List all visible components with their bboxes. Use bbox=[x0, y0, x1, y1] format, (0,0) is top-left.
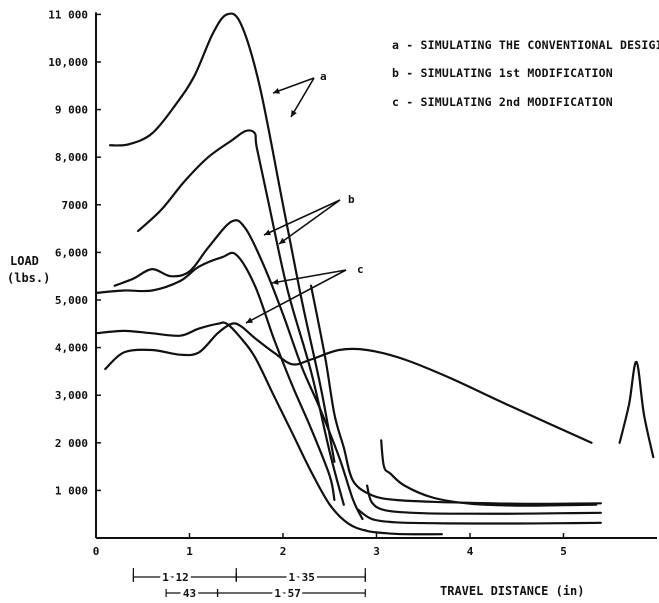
curve-label-a: a bbox=[320, 70, 327, 83]
leader-arrowhead bbox=[272, 278, 279, 285]
leader-line bbox=[271, 269, 347, 284]
leader-line bbox=[245, 269, 347, 324]
series-line-spike bbox=[618, 360, 655, 459]
y-tick-label: 9 000 bbox=[55, 104, 88, 117]
y-tick-label: 7000 bbox=[62, 199, 89, 212]
chart-leaders bbox=[245, 77, 347, 324]
y-tick-label: 10,000 bbox=[48, 56, 88, 69]
curve-label-c: c bbox=[357, 263, 364, 276]
y-tick-label: 1 000 bbox=[55, 484, 88, 497]
y-axis-unit: (lbs.) bbox=[7, 271, 50, 285]
y-tick-label: 11 000 bbox=[48, 8, 88, 21]
y-tick-label: 4,000 bbox=[55, 342, 88, 355]
series-line-a bbox=[137, 129, 345, 506]
leader-arrowhead bbox=[246, 317, 253, 323]
leader-arrowhead bbox=[273, 87, 280, 94]
series-line-b bbox=[94, 251, 336, 501]
leader-line bbox=[272, 77, 315, 94]
chart-dimensions: 1 12 1 35 43 1 57 bbox=[132, 568, 366, 603]
series-line-c bbox=[309, 284, 602, 505]
series-line-tail bbox=[356, 508, 602, 525]
dimension-label: 1 57 bbox=[274, 587, 301, 600]
x-tick-label: 0 bbox=[93, 545, 100, 558]
leader-line bbox=[278, 199, 341, 245]
y-tick-label: 3,000 bbox=[55, 389, 88, 402]
y-tick-label: 6,000 bbox=[55, 246, 88, 259]
x-tick-label: 3 bbox=[373, 545, 380, 558]
y-tick-label: 8,000 bbox=[55, 151, 88, 164]
dimension-label: 1 12 bbox=[162, 571, 189, 584]
y-tick-label: 5,000 bbox=[55, 294, 88, 307]
legend-entry: b - SIMULATING 1st MODIFICATION bbox=[392, 66, 613, 80]
series-line-c bbox=[94, 321, 443, 536]
leader-line bbox=[263, 199, 341, 236]
legend-entry: c - SIMULATING 2nd MODIFICATION bbox=[392, 95, 613, 109]
x-tick-label: 2 bbox=[280, 545, 287, 558]
series-line-tail bbox=[366, 484, 602, 515]
curve-label-b: b bbox=[348, 193, 355, 206]
leader-arrowhead bbox=[264, 229, 271, 236]
leader-arrowhead bbox=[279, 237, 286, 244]
x-axis-label: TRAVEL DISTANCE (in) bbox=[440, 584, 585, 598]
legend-entry: a - SIMULATING THE CONVENTIONAL DESIGI bbox=[392, 38, 659, 52]
y-tick-label: 2 000 bbox=[55, 437, 88, 450]
series-line-c bbox=[104, 322, 593, 444]
leader-arrowhead bbox=[291, 110, 297, 117]
x-tick-label: 1 bbox=[186, 545, 193, 558]
dimension-label: 1 35 bbox=[288, 571, 315, 584]
chart-labels: LOAD (lbs.) TRAVEL DISTANCE (in) a - SIMULA… bbox=[7, 38, 659, 598]
leader-line bbox=[290, 77, 315, 118]
chart-ticks: 1 000 2 000 3,000 4,000 5,000 6,000 7000 8,000 9… bbox=[48, 8, 567, 558]
series-line-tail bbox=[380, 439, 598, 507]
series-line-b bbox=[113, 219, 364, 521]
chart-curves bbox=[94, 12, 655, 536]
dimension-label: 43 bbox=[183, 587, 196, 600]
x-tick-label: 4 bbox=[467, 545, 474, 558]
x-tick-label: 5 bbox=[560, 545, 567, 558]
y-axis-label: LOAD bbox=[10, 254, 39, 268]
series-line-a bbox=[108, 12, 336, 463]
